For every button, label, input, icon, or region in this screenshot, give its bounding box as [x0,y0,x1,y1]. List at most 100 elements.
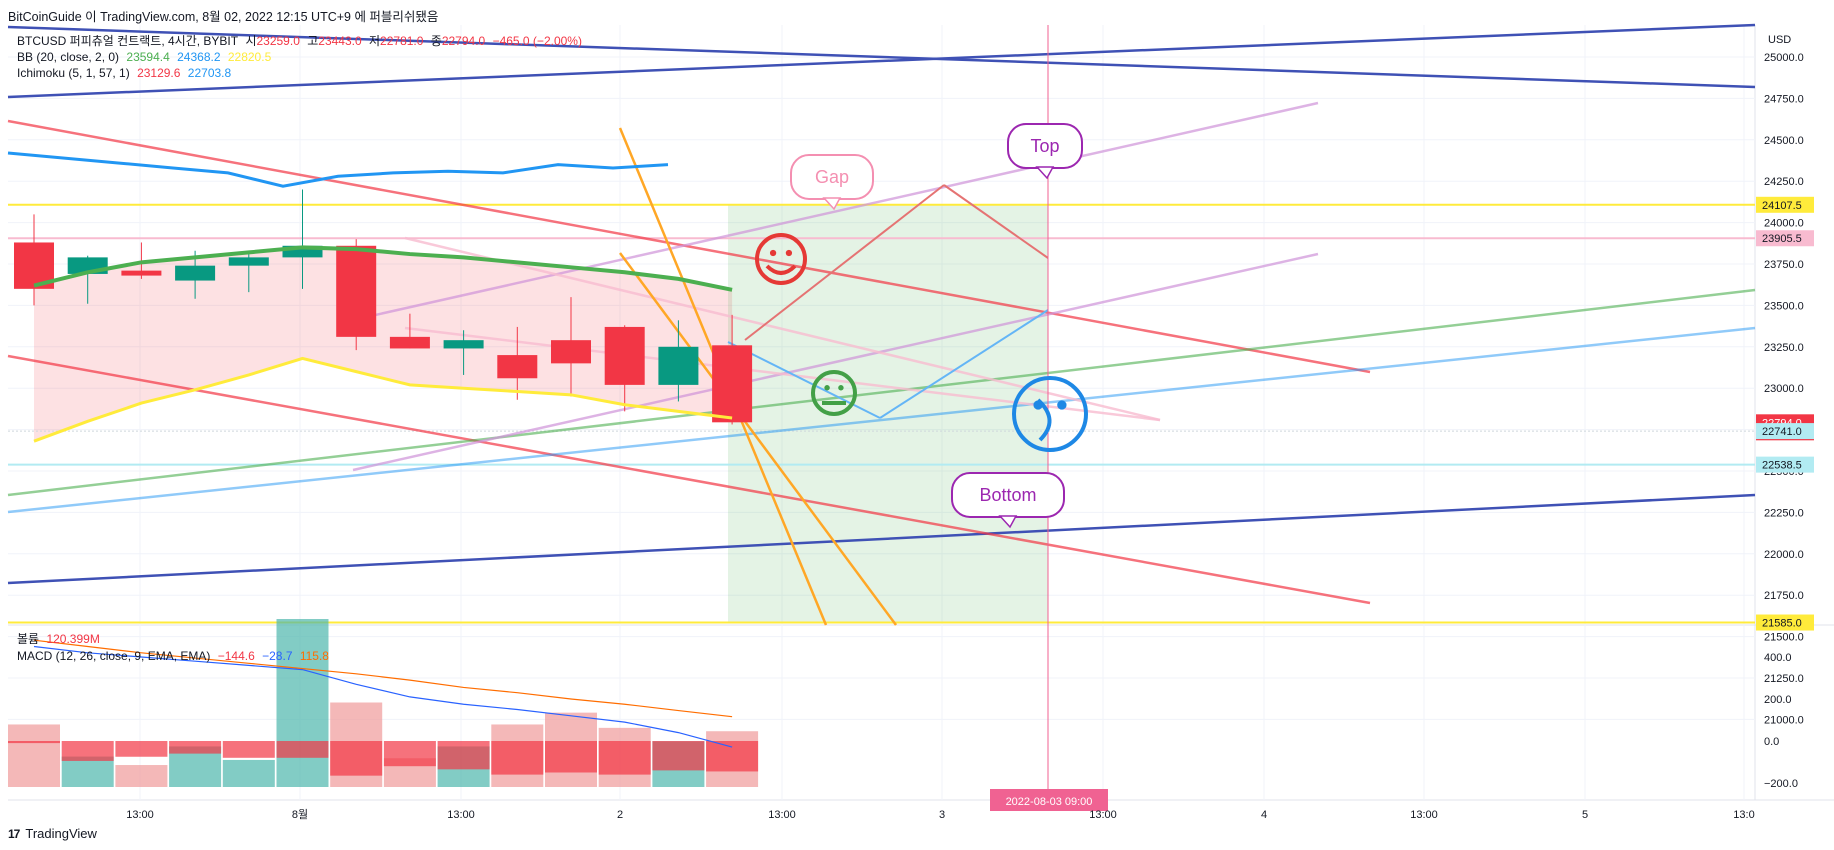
legend-volume-row: 볼륨 120.399M [17,631,104,647]
bottom-callout-label: Bottom [979,485,1036,505]
price-tick-label: 22000.0 [1764,549,1804,561]
macd-histogram-bar [8,741,60,744]
price-badge [1756,456,1814,473]
price-tick-label: 24750.0 [1764,93,1804,105]
arrow-down [943,184,1049,259]
ichimoku-a: 23129.6 [137,66,181,80]
price-badge-label: 24107.5 [1762,200,1802,212]
gap-callout-label: Gap [815,167,849,187]
crosshair-label: 2022-08-03 09:00 [1006,796,1093,808]
macd-tick-label: 0.0 [1764,736,1779,748]
price-badge-label: 21585.0 [1762,618,1802,630]
brand-name: TradingView [25,826,97,841]
candle-body [389,336,430,349]
top-channel-line [7,25,1756,89]
macd-histogram-bar [383,741,436,767]
time-tick-label: 13:00 [447,809,475,821]
macd-histogram-bar [706,741,759,772]
macd-signal: 115.8 [299,649,329,663]
macd-histogram-bar [491,741,544,775]
publish-info: BitCoinGuide 이 TradingView.com, 8월 02, 2… [8,10,439,24]
crosshair-label-bg [990,789,1108,811]
top-callout-pointer [1035,166,1055,180]
neutral-face-icon [811,370,857,416]
candle-body [336,245,377,337]
indicators [7,151,733,443]
volume-bar [222,759,275,787]
macd-line [33,645,733,748]
macd-histogram-bar [598,741,651,775]
axes: 25000.0 24750.0 24500.0 24250.0 24000.0 23750… [126,52,1814,821]
price-badge [1756,614,1814,631]
macd-histogram-bar [61,741,114,761]
bottom-callout-pointer [998,515,1018,529]
time-tick-label: 13:00 [126,809,154,821]
arrow-to-gap [744,184,945,341]
bollinger-lower-line [33,356,733,443]
bb-basis: 23594.4 [126,50,170,64]
time-tick-label: 13:00 [1089,809,1117,821]
macd-histogram-bar [169,741,222,754]
candles [14,189,753,425]
time-tick-label: 3 [939,809,945,821]
price-badge-label: 23905.5 [1762,233,1802,245]
open-label: 시 [245,34,257,48]
close-label: 종 [430,34,442,48]
candle-body [658,346,699,385]
ichimoku-label: Ichimoku (5, 1, 57, 1) [17,66,130,80]
footer: 17 TradingView [8,826,97,841]
descending-support-line [7,354,1371,605]
close-value: 22794.0 [441,34,486,48]
neutral-face-icon-eye [838,385,844,391]
high-label: 고 [307,34,319,48]
confused-face-icon [1012,376,1088,452]
time-tick-label: 13:00 [768,809,796,821]
price-tick-label: 21000.0 [1764,714,1804,726]
arrow-blue-down [727,341,881,419]
top-callout-label: Top [1030,136,1059,156]
happy-face-icon-eye [785,249,793,257]
price-unit: USD [1768,34,1792,46]
price-tick-label: 24250.0 [1764,176,1804,188]
macd-tick-label: 200.0 [1764,694,1792,706]
macd-histogram-bar [330,741,383,776]
change-value: −465.0 (−2.00%) [492,34,582,48]
candle-body [443,340,484,349]
low-value: 22781.0 [380,34,424,48]
price-tick-label: 24500.0 [1764,135,1804,147]
purple-lower-line [352,252,1319,472]
price-tick-label: 21750.0 [1764,590,1804,602]
candle-body [282,245,323,258]
price-badge [1756,230,1814,247]
price-tick-label: 22250.0 [1764,507,1804,519]
happy-face-icon [755,233,807,285]
legend-symbol-row: BTCUSD 퍼피츄얼 컨트랙트, 4시간, BYBIT 시23259.0 고2… [17,33,586,49]
macd-histogram-bar [437,741,490,770]
legend-macd-row: MACD (12, 26, close, 9, EMA, EMA) −144.6… [17,648,333,664]
price-tick-label: 23000.0 [1764,383,1804,395]
macd-pane [8,619,759,787]
candle-body [175,265,216,281]
time-tick-label: 8월 [292,808,308,821]
volume-bar [276,619,329,787]
volume-value: 120.399M [46,632,100,646]
volume-bar [8,724,60,787]
macd-histogram-bar [545,741,597,773]
macd-hist: −144.6 [217,649,255,663]
time-tick-label: 2 [617,809,623,821]
price-tick-label: 21500.0 [1764,632,1804,644]
price-badge-label: 22741.0 [1762,426,1802,438]
upper-channel-line [7,23,1756,99]
confused-face-icon-mouth [1036,398,1052,442]
open-value: 23259.0 [256,34,300,48]
candle-body [551,340,591,364]
happy-face-icon-mouth [765,264,797,275]
candle-body [604,326,645,385]
bb-lower: 22820.5 [227,50,272,64]
time-tick-label: 13:00 [1410,809,1438,821]
ichimoku-b: 22703.8 [187,66,232,80]
time-tick-label: 13:0 [1733,809,1754,821]
blue-trend-line [7,326,1756,514]
time-tick-label: 5 [1582,809,1588,821]
